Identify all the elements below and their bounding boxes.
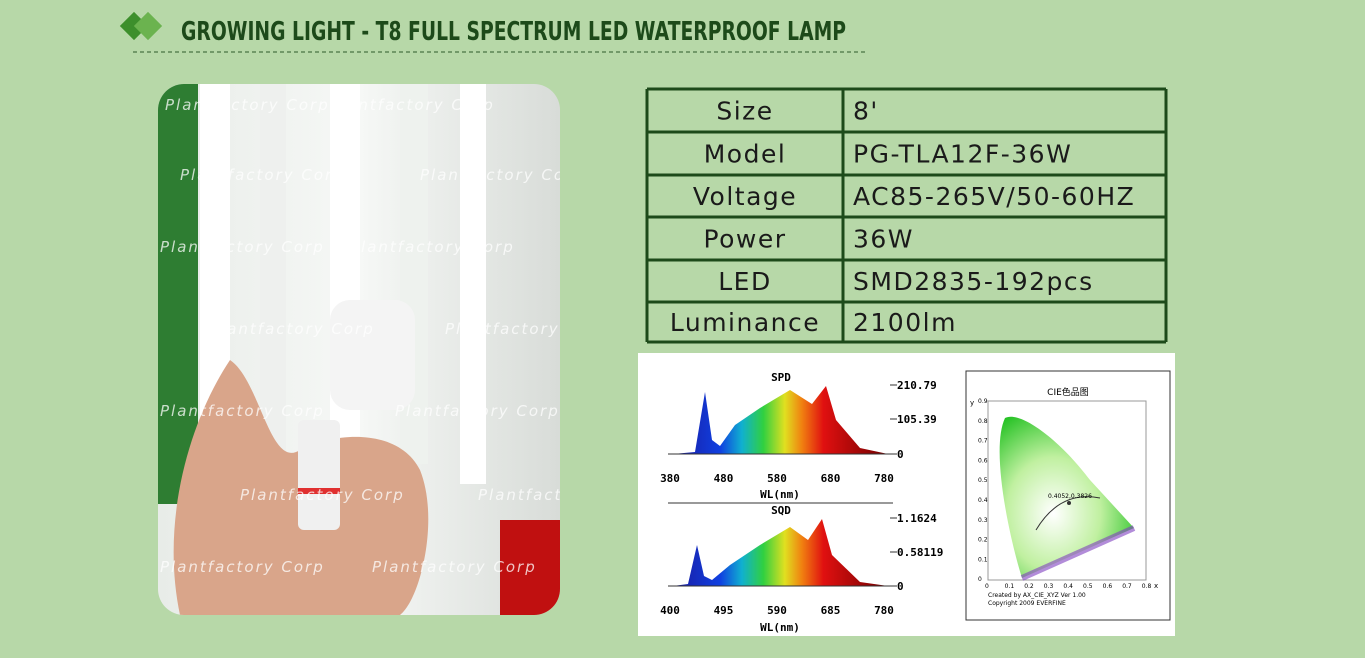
y-tick-label: 0.3 [978,517,988,524]
x-tick-label: 380 [660,472,680,485]
watermark: Plantfactory Corp [180,166,345,184]
watermark: Plantfactory Corp [160,238,325,256]
x-tick-label: 580 [767,472,787,485]
cell-value: 8' [853,97,879,126]
chart-title: CIE色品图 [1047,386,1089,398]
cell-value: 36W [853,225,914,254]
axis-label: WL(nm) [760,488,800,501]
spd-curve [673,386,888,454]
chart-title: SQD [771,504,791,517]
cell-value: SMD2835-192pcs [853,267,1094,296]
cell-label: Luminance [670,308,820,337]
y-tick-label: 0.6 [978,457,988,464]
y-tick-label: 0.7 [978,438,988,445]
credit: Copyright 2009 EVERFINE [988,600,1066,607]
x-tick-label: 0.6 [1103,583,1113,590]
axis-label: WL(nm) [760,621,800,634]
planckian-locus [1035,496,1101,531]
x-tick-label: 685 [821,604,841,617]
watermark: Plantfactory Corp [445,320,610,338]
x-tick-label: 680 [821,472,841,485]
x-tick-label: 0.1 [1005,583,1015,590]
annotation: 0.4052,0.3826 [1048,493,1092,500]
x-tick-label: 780 [874,604,894,617]
cie-diagram [999,416,1134,578]
x-tick-label: 400 [660,604,680,617]
sqd-curve [673,519,888,586]
y-tick-label: 1.1624 [897,512,937,525]
watermark: Plantfactory Corp [165,96,330,114]
x-tick-label: 480 [714,472,734,485]
y-tick-label: 0.58119 [897,546,943,559]
axis-label: y [970,399,974,407]
x-tick-label: 0.8 [1142,583,1152,590]
watermark: Plantfactory Corp [240,486,405,504]
spec-table: Size 8' Model PG-TLA12F-36W Voltage AC85-265V… [645,87,1168,344]
y-tick-label: 105.39 [897,413,937,426]
x-tick-label: 0.4 [1063,583,1073,590]
x-tick-label: 0 [985,583,989,590]
y-tick-label: 0 [897,580,904,593]
chart-title: SPD [771,371,791,384]
page-title: GROWING LIGHT - T8 FULL SPECTRUM LED WAT… [181,17,846,47]
watermark: Plantfactory Corp [478,486,643,504]
cell-value: 2100lm [853,308,957,337]
cell-value: PG-TLA12F-36W [853,140,1072,169]
cie-plot [987,400,1147,581]
cie-edge [1020,525,1136,581]
watermark: Plantfactory Corp [160,558,325,576]
cell-label: Voltage [693,182,797,211]
watermark: Plantfactory Corp [395,402,560,420]
x-tick-label: 495 [714,604,734,617]
x-tick-label: 590 [767,604,787,617]
y-tick-label: 0.5 [978,477,988,484]
cell-label: Power [703,225,786,254]
y-tick-label: 0.2 [978,537,988,544]
cie-point [1067,501,1071,505]
x-tick-label: 0.7 [1122,583,1132,590]
watermark: Plantfactory Corp [330,96,495,114]
watermark: Plantfactory Corp [372,558,537,576]
cell-label: Size [716,97,773,126]
y-tick-label: 0 [978,576,982,583]
watermark: Plantfactory Corp [210,320,375,338]
y-tick-label: 0.1 [978,556,988,563]
watermark: Plantfactory Corp [420,166,585,184]
watermark: Plantfactory Corp [160,402,325,420]
y-tick-label: 0.8 [978,418,988,425]
cell-label: Model [704,140,787,169]
y-tick-label: 210.79 [897,379,937,392]
cell-value: AC85-265V/50-60HZ [853,182,1135,211]
watermark: Plantfactory Corp [350,238,515,256]
x-tick-label: 0.2 [1024,583,1034,590]
x-tick-label: 0.3 [1044,583,1054,590]
axis-label: x [1154,582,1158,590]
y-tick-label: 0.4 [978,497,988,504]
x-tick-label: 0.5 [1083,583,1093,590]
product-photo [158,84,560,615]
y-tick-label: 0.9 [978,398,988,405]
x-tick-label: 780 [874,472,894,485]
credit: Created by AX_CIE_XYZ Ver 1.00 [988,592,1086,599]
y-tick-label: 0 [897,448,904,461]
cell-label: LED [718,267,771,296]
